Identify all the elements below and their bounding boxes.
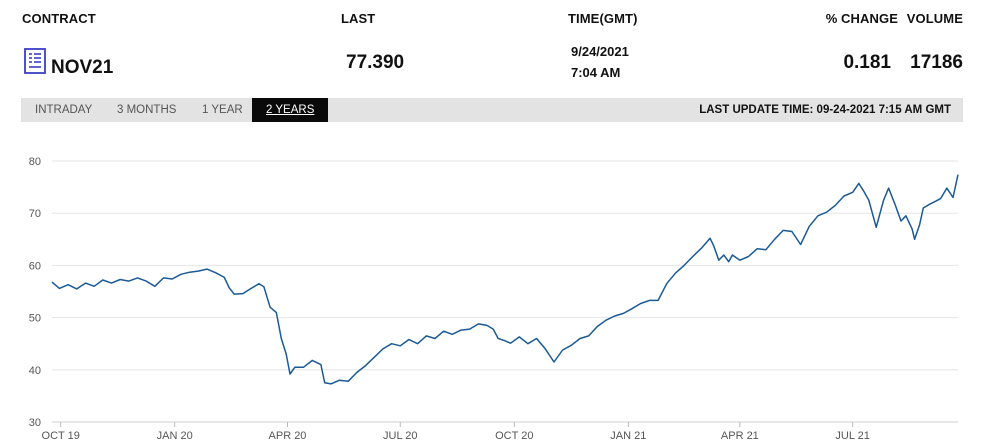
y-tick-label: 60 [29,260,41,272]
document-list-icon [24,48,46,74]
percent-change: 0.181 [843,52,891,73]
x-tick-label: APR 20 [269,430,307,442]
price-chart: 30 40 50 60 70 80 OCT 19 JAN 20 APR 20 JUL 20 OCT … [29,156,959,442]
price-series-line [51,174,959,385]
x-tick-label: JUL 21 [835,430,869,442]
volume-header: VOLUME [906,11,963,26]
y-tick-label: 70 [29,208,41,220]
contract-header: CONTRACT [22,11,96,26]
last-update-time: LAST UPDATE TIME: 09-24-2021 7:15 AM GMT [699,104,951,116]
tab-3-months[interactable]: 3 MONTHS [117,104,177,116]
y-tick-label: 80 [29,156,41,168]
trade-time: 7:04 AM [571,65,621,80]
tab-1-year[interactable]: 1 YEAR [202,104,243,116]
range-tab-bar: INTRADAY 3 MONTHS 1 YEAR 2 YEARS LAST UP… [21,98,963,122]
x-tick-label: JAN 21 [610,430,646,442]
volume-value: 17186 [910,52,963,73]
contract-name: NOV21 [51,57,114,78]
change-header: % CHANGE [825,11,898,26]
trade-date: 9/24/2021 [571,44,629,59]
y-tick-label: 40 [29,365,41,377]
last-header: LAST [341,11,376,26]
last-price: 77.390 [346,52,405,73]
x-tick-label: JAN 20 [157,430,193,442]
x-tick-label: OCT 20 [495,430,533,442]
x-tick-label: OCT 19 [42,430,80,442]
y-tick-label: 50 [29,313,41,325]
x-tick-label: APR 21 [721,430,759,442]
x-tick-label: JUL 20 [383,430,417,442]
tab-2-years[interactable]: 2 YEARS [252,98,329,122]
tab-intraday[interactable]: INTRADAY [35,104,93,116]
time-header: TIME(GMT) [568,11,638,26]
y-tick-label: 30 [29,417,41,429]
